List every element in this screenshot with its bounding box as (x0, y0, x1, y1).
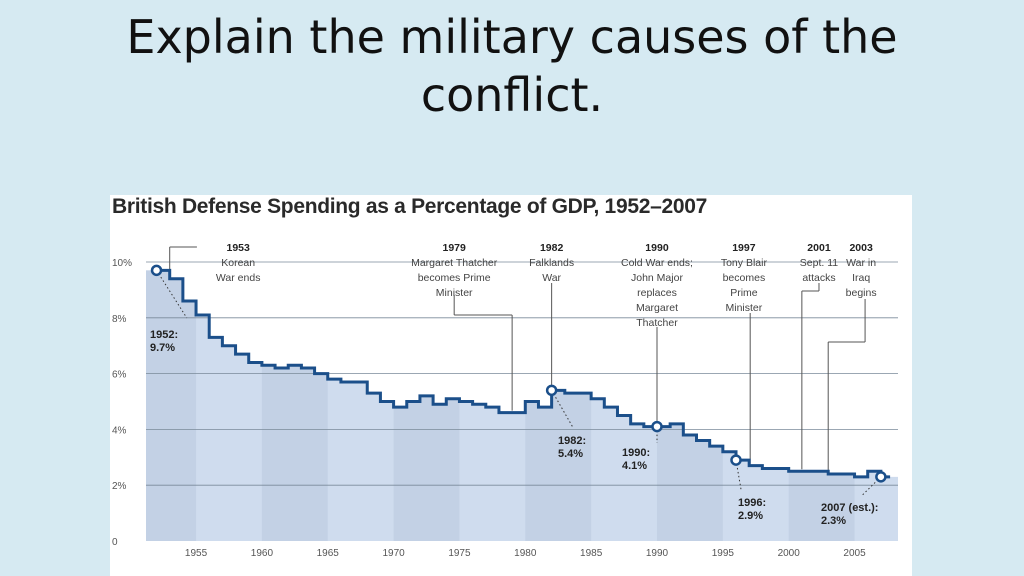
event-label-2003-line-3: begins (846, 287, 877, 299)
x-tick-label-1985: 1985 (580, 548, 603, 559)
event-label-1979-line-0: 1979 (442, 242, 466, 254)
x-tick-label-1975: 1975 (448, 548, 471, 559)
event-label-1982-line-0: 1982 (540, 242, 564, 254)
event-label-2003-line-0: 2003 (849, 242, 873, 254)
x-tick-label-1955: 1955 (185, 548, 208, 559)
x-tick-label-1980: 1980 (514, 548, 537, 559)
event-label-1997-line-2: becomes (723, 272, 766, 284)
shaded-band-1 (261, 270, 328, 541)
series-line (156, 268, 891, 479)
event-label-1982-line-2: War (542, 272, 561, 284)
event-label-1990-line-2: John Major (631, 272, 683, 284)
x-tick-label-2005: 2005 (843, 548, 866, 559)
shaded-band-3 (525, 270, 592, 541)
point-label-1990-line-0: 1990: (622, 447, 650, 459)
event-label-1997-line-4: Minister (726, 302, 763, 314)
highlight-point-1996 (730, 454, 742, 466)
y-tick-label-10: 10% (112, 258, 132, 269)
x-tick-label-1960: 1960 (251, 548, 274, 559)
point-label-1996-line-0: 1996: (738, 497, 766, 509)
event-label-2003-line-2: Iraq (852, 272, 870, 284)
x-tick-label-1970: 1970 (382, 548, 405, 559)
point-label-1982-line-1: 5.4% (558, 448, 583, 460)
event-label-2001-line-2: attacks (802, 272, 835, 284)
point-label-1982-line-0: 1982: (558, 435, 586, 447)
event-label-1990-line-5: Thatcher (636, 317, 678, 329)
x-tick-label-1965: 1965 (317, 548, 340, 559)
point-label-1952-line-1: 9.7% (150, 342, 175, 354)
shaded-band-5 (788, 270, 855, 541)
point-label-1996-line-1: 2.9% (738, 510, 763, 522)
slide-title-line-1: Explain the military causes of the (126, 10, 898, 64)
point-label-1990-line-1: 4.1% (622, 460, 647, 472)
x-tick-label-1990: 1990 (646, 548, 669, 559)
highlight-point-1990 (651, 420, 663, 433)
y-tick-label-6: 6% (112, 370, 127, 381)
event-label-2001-line-1: Sept. 11 (800, 257, 838, 269)
event-label-1990-line-1: Cold War ends; (621, 257, 693, 269)
highlight-point-1952 (150, 264, 163, 277)
y-tick-label-2: 2% (112, 481, 127, 492)
chart-plot: 0 2% 4% 6% 8% 10% 1955 1960 1965 1970 1975 1980 1985… (112, 242, 898, 559)
event-label-1997-line-1: Tony Blair (721, 257, 768, 269)
y-tick-label-4: 4% (112, 425, 127, 436)
event-label-1979-line-2: becomes Prime (418, 272, 491, 284)
event-label-1982-line-1: Falklands (529, 257, 574, 269)
point-label-2007-line-0: 2007 (est.): (821, 502, 878, 514)
event-label-1997-line-0: 1997 (732, 242, 756, 254)
event-label-1979-line-1: Margaret Thatcher (411, 257, 498, 269)
point-label-2007-line-1: 2.3% (821, 515, 846, 527)
event-label-2001-line-0: 2001 (807, 242, 831, 254)
event-label-1997-line-3: Prime (730, 287, 758, 299)
point-leader-1952 (156, 270, 188, 319)
area-fill (146, 270, 898, 541)
highlight-point-2007 (875, 471, 887, 483)
y-tick-label-0: 0 (112, 537, 118, 548)
event-label-1990-line-0: 1990 (645, 242, 669, 254)
point-label-1952-line-0: 1952: (150, 329, 178, 341)
chart-card: British Defense Spending as a Percentage… (110, 195, 912, 576)
slide-title: Explain the military causes of the confl… (0, 8, 1024, 124)
event-label-1953-line-0: 1953 (227, 242, 251, 254)
x-tick-label-1995: 1995 (712, 548, 735, 559)
point-leader-1982 (551, 390, 574, 428)
shaded-band-0 (146, 270, 197, 541)
event-label-1953-line-2: War ends (216, 272, 261, 284)
chart-title: British Defense Spending as a Percentage… (112, 195, 707, 218)
slide-title-line-2: conflict. (420, 68, 604, 122)
event-label-1990-line-4: Margaret (636, 302, 678, 314)
x-tick-label-2000: 2000 (778, 548, 801, 559)
source-note-strip (110, 569, 912, 576)
shaded-band-4 (656, 270, 723, 541)
highlight-point-1982 (545, 384, 558, 397)
event-label-2003-line-1: War in (846, 257, 876, 269)
event-label-1990-line-3: replaces (637, 287, 677, 299)
event-label-1953-line-1: Korean (221, 257, 255, 269)
y-tick-label-8: 8% (112, 314, 127, 325)
event-label-1979-line-3: Minister (436, 287, 473, 299)
